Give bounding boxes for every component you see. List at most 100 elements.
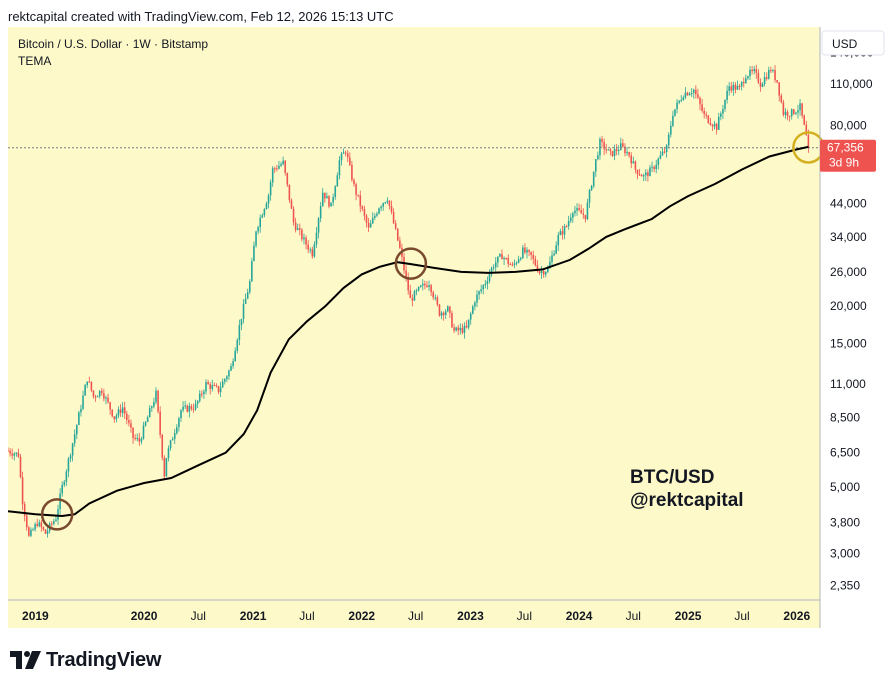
- candle-body: [732, 84, 735, 91]
- candle-body: [80, 408, 82, 413]
- candle-body: [563, 226, 566, 235]
- candle-body: [365, 215, 368, 223]
- candle-body: [234, 350, 236, 362]
- candle-body: [799, 103, 801, 111]
- candle-body: [113, 416, 116, 420]
- candle-body: [549, 261, 551, 269]
- candle-body: [651, 166, 653, 168]
- candle-body: [44, 529, 47, 534]
- candle-body: [86, 381, 89, 385]
- candle-body: [319, 206, 322, 219]
- candle-body: [586, 202, 589, 220]
- candle-body: [411, 298, 414, 301]
- candle-body: [480, 289, 482, 292]
- candle-body: [738, 85, 741, 87]
- chart-pane-background: [8, 27, 820, 628]
- candle-body: [561, 231, 564, 235]
- currency-selector-bg[interactable]: [821, 30, 885, 56]
- x-tick-label: Jul: [517, 609, 532, 623]
- candle-body: [519, 257, 522, 260]
- candle-body: [507, 258, 510, 264]
- x-tick-label: 2021: [240, 609, 267, 623]
- candle-body: [34, 524, 36, 530]
- candle-body: [21, 477, 24, 505]
- candle-body: [665, 145, 668, 153]
- candle-body: [638, 174, 641, 176]
- candle-body: [296, 228, 299, 230]
- candle-body: [695, 89, 697, 95]
- watermark-author: @rektcapital: [630, 490, 744, 511]
- candle-body: [476, 294, 478, 303]
- candle-body: [311, 249, 314, 257]
- candle-body: [419, 285, 422, 287]
- candle-body: [161, 434, 164, 458]
- candle-body: [23, 504, 26, 516]
- currency-label[interactable]: USD: [832, 37, 858, 51]
- candle-body: [380, 206, 382, 209]
- candle-body: [84, 384, 86, 396]
- candle-body: [211, 385, 214, 389]
- candle-body: [676, 102, 678, 110]
- candle-body: [688, 93, 691, 96]
- current-price-value: 67,356: [827, 141, 864, 155]
- candle-body: [42, 527, 45, 530]
- candle-body: [173, 433, 176, 439]
- y-tick-label: 11,000: [830, 377, 866, 391]
- x-tick-label: Jul: [299, 609, 314, 623]
- candle-body: [203, 391, 205, 395]
- y-tick-label: 15,000: [830, 337, 867, 351]
- candle-body: [430, 285, 432, 293]
- candle-body: [244, 298, 247, 304]
- candle-body: [313, 244, 316, 257]
- candle-body: [273, 168, 276, 170]
- candle-body: [557, 235, 560, 246]
- candle-body: [171, 438, 174, 441]
- price-chart[interactable]: 140,000110,00080,00044,00034,00026,00020…: [7, 27, 888, 628]
- candle-body: [770, 70, 772, 72]
- candle-body: [707, 115, 710, 123]
- y-tick-label: 6,500: [830, 446, 860, 460]
- y-tick-label: 2,350: [830, 578, 860, 592]
- candle-body: [107, 397, 109, 403]
- candle-body: [259, 217, 262, 228]
- candle-body: [386, 200, 389, 203]
- candle-body: [213, 385, 216, 387]
- candle-body: [219, 387, 222, 393]
- candle-body: [690, 93, 693, 95]
- candle-body: [128, 420, 130, 424]
- candle-body: [207, 382, 209, 385]
- candle-body: [376, 213, 378, 216]
- x-tick-label: 2024: [566, 609, 593, 623]
- candle-body: [167, 448, 170, 459]
- candle-body: [394, 223, 397, 229]
- chart-container[interactable]: 140,000110,00080,00044,00034,00026,00020…: [7, 27, 888, 628]
- candle-body: [619, 143, 622, 150]
- candle-body: [692, 89, 695, 94]
- candle-body: [363, 209, 366, 216]
- candle-body: [261, 215, 264, 218]
- candle-body: [672, 115, 674, 126]
- candle-body: [186, 405, 189, 412]
- candle-body: [574, 210, 576, 214]
- candle-body: [349, 157, 351, 165]
- candle-body: [534, 258, 537, 266]
- candle-body: [613, 149, 616, 156]
- candle-body: [728, 86, 730, 91]
- candle-body: [130, 423, 132, 428]
- time-axis-ticks: 2019 2020 Jul 2021 Jul 2022 Jul 2023 Jul 2024 Jul 2…: [22, 609, 810, 623]
- y-tick-label: 80,000: [830, 118, 867, 132]
- candle-body: [767, 70, 770, 79]
- indicator-legend-tema[interactable]: TEMA: [18, 54, 51, 68]
- candle-body: [417, 286, 420, 291]
- candle-body: [572, 213, 574, 218]
- candle-body: [269, 182, 272, 196]
- candle-body: [94, 396, 97, 398]
- candle-body: [440, 312, 443, 316]
- candle-body: [484, 283, 487, 286]
- candle-body: [792, 109, 795, 114]
- tradingview-brand: TradingView: [46, 648, 162, 671]
- candle-body: [276, 168, 278, 170]
- candle-body: [490, 268, 493, 275]
- candle-body: [78, 412, 80, 425]
- candle-body: [355, 184, 357, 195]
